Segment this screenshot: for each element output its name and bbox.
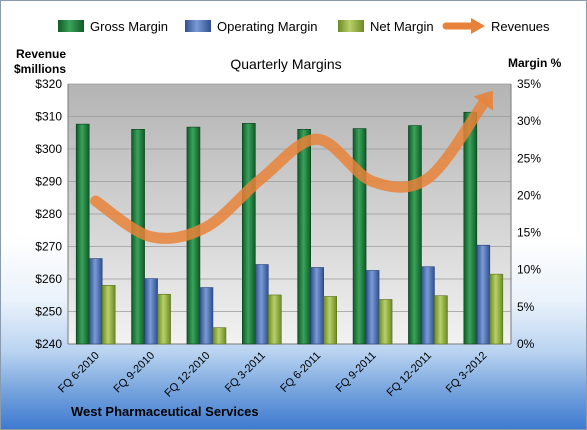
bar-net-margin	[323, 296, 337, 345]
left-axis-title-line1: Revenue	[16, 47, 66, 61]
company-name: West Pharmaceutical Services	[71, 404, 259, 419]
plot-area: $240 $250 $260 $270 $280 $290 $300 $310 $320 0% 5%…	[35, 77, 541, 400]
bar-net-margin	[434, 295, 448, 345]
left-tick-label: $250	[35, 305, 62, 319]
left-tick-label: $310	[35, 110, 62, 124]
right-axis-title: Margin %	[508, 56, 562, 70]
revenue-line	[90, 98, 489, 244]
bar-net-margin	[489, 273, 504, 345]
left-tick-label: $290	[35, 175, 62, 189]
bar-net-margin	[212, 327, 227, 345]
right-tick-label: 10%	[517, 263, 541, 277]
legend-swatch-gross-margin	[58, 20, 84, 32]
right-tick-label: 25%	[517, 151, 541, 165]
bar-net-margin	[378, 299, 393, 345]
legend-label-operating-margin: Operating Margin	[217, 19, 317, 34]
right-tick-label: 20%	[517, 188, 541, 202]
bar-operating-margin	[88, 258, 103, 345]
left-tick-label: $320	[35, 77, 62, 91]
bar-operating-margin	[365, 270, 380, 345]
right-tick-label: 0%	[517, 337, 535, 351]
x-tick-label: FQ 3-2012	[444, 350, 490, 396]
right-tick-label: 30%	[517, 114, 541, 128]
legend-swatch-net-margin	[338, 20, 364, 32]
bar-net-margin	[157, 293, 171, 345]
left-tick-label: $240	[35, 337, 62, 351]
x-tick-label: FQ 3-2011	[223, 350, 268, 395]
x-tick-label: FQ 6-2010	[56, 350, 102, 396]
bar-gross-margin	[463, 111, 478, 345]
bar-operating-margin	[310, 267, 324, 345]
x-tick-label: FQ 12-2010	[163, 350, 213, 400]
left-tick-label: $300	[35, 142, 62, 156]
right-tick-label: 15%	[517, 226, 541, 240]
x-tick-label: FQ 6-2011	[278, 350, 323, 395]
left-tick-label: $280	[35, 207, 62, 221]
right-tick-label: 5%	[517, 300, 535, 314]
legend-label-net-margin: Net Margin	[370, 19, 434, 34]
bar-gross-margin	[75, 123, 90, 345]
legend-arrowhead-revenues	[471, 18, 485, 34]
bar-operating-margin	[255, 264, 269, 345]
left-tick-label: $270	[35, 240, 62, 254]
bar-gross-margin	[297, 129, 311, 345]
chart-title: Quarterly Margins	[230, 56, 341, 72]
bar-operating-margin	[476, 244, 491, 345]
legend-label-gross-margin: Gross Margin	[90, 19, 168, 34]
bar-gross-margin	[408, 125, 422, 345]
bar-operating-margin	[421, 266, 435, 345]
x-tick-label: FQ 9-2011	[334, 350, 379, 395]
right-tick-label: 35%	[517, 77, 541, 91]
bar-net-margin	[101, 285, 116, 345]
legend-swatch-operating-margin	[185, 20, 211, 32]
bar-operating-margin	[144, 278, 158, 345]
legend-label-revenues: Revenues	[491, 19, 550, 34]
revenue-arrowhead	[473, 90, 493, 111]
bar-net-margin	[268, 294, 282, 345]
bar-operating-margin	[199, 287, 214, 345]
left-tick-label: $260	[35, 272, 62, 286]
x-tick-label: FQ 12-2011	[385, 350, 434, 399]
legend: Gross Margin Operating Margin Net Margin…	[58, 18, 550, 34]
bar-gross-margin	[242, 123, 256, 345]
x-tick-label: FQ 9-2010	[112, 350, 158, 396]
left-axis-title-line2: $millions	[14, 62, 66, 76]
